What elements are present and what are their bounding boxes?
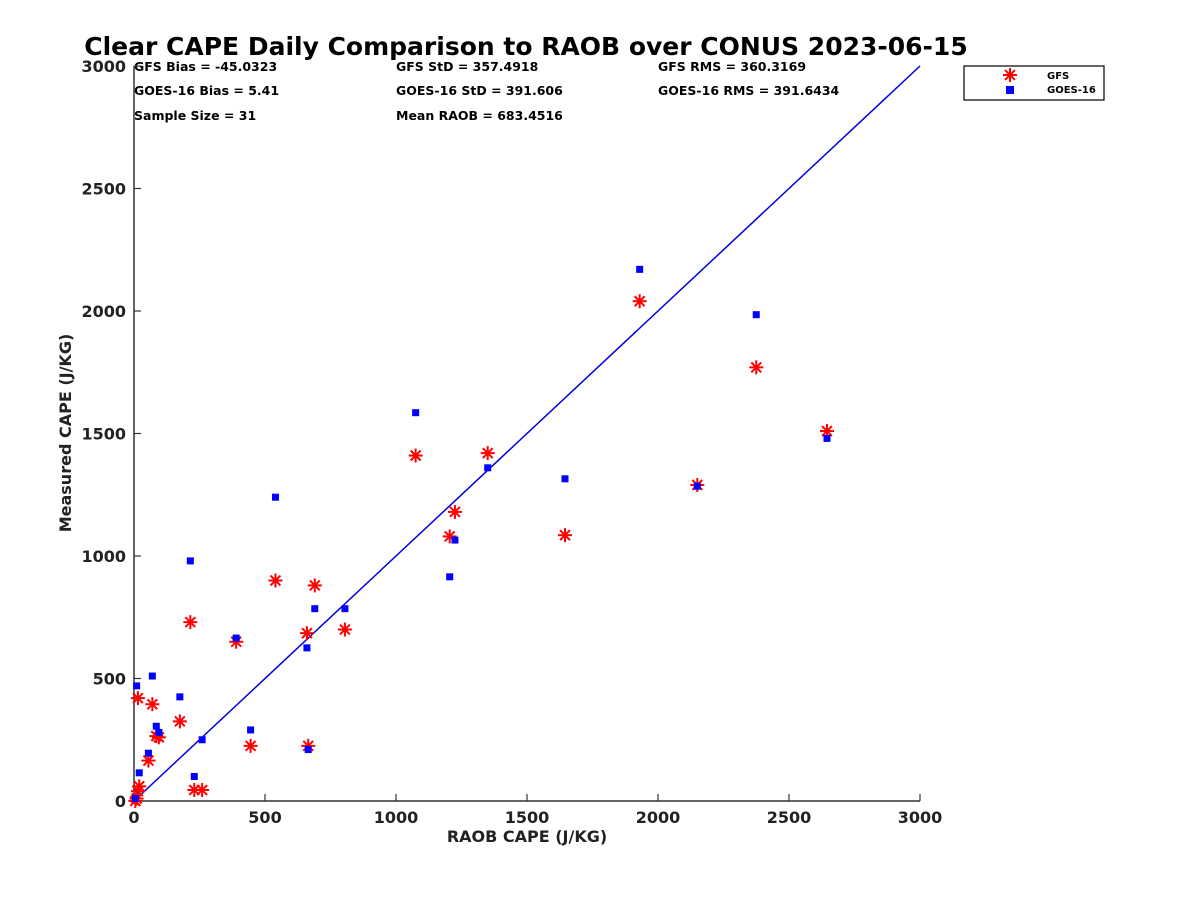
legend: GFS GOES-16 <box>963 65 1105 101</box>
gfs-series <box>128 294 834 808</box>
goes16-point <box>636 265 644 273</box>
gfs-point <box>749 360 764 375</box>
y-tick-label: 0 <box>115 792 126 811</box>
goes16-point <box>232 634 240 642</box>
gfs-point <box>480 446 495 461</box>
chart-title: Clear CAPE Daily Comparison to RAOB over… <box>84 32 967 61</box>
stat-gfs-rms: GFS RMS = 360.3169 <box>658 59 806 74</box>
x-tick-label: 3000 <box>898 808 943 827</box>
legend-gfs-marker-shape <box>1003 68 1017 82</box>
y-tick-label: 500 <box>93 670 126 689</box>
gfs-point <box>268 573 283 588</box>
stat-goes-bias: GOES-16 Bias = 5.41 <box>134 83 279 98</box>
x-tick-label: 0 <box>128 808 139 827</box>
y-axis-label: Measured CAPE (J/KG) <box>56 334 75 533</box>
stat-gfs-std: GFS StD = 357.4918 <box>396 59 538 74</box>
goes16-point <box>131 795 139 803</box>
x-tick-label: 2500 <box>767 808 812 827</box>
stats-block: GFS Bias = -45.0323 GOES-16 Bias = 5.41 … <box>134 59 840 123</box>
y-tick-label: 2500 <box>81 180 126 199</box>
x-tick-label: 500 <box>248 808 281 827</box>
goes16-point <box>446 573 454 581</box>
gfs-point <box>183 615 198 630</box>
gfs-point <box>307 578 322 593</box>
y-tick-label: 1500 <box>81 425 126 444</box>
goes16-point <box>133 682 141 690</box>
legend-gfs-label: GFS <box>1047 71 1069 82</box>
goes16-point <box>303 644 311 652</box>
goes16-point <box>198 736 206 744</box>
goes16-point <box>271 493 279 501</box>
goes16-point <box>148 672 156 680</box>
goes16-point <box>155 728 163 736</box>
goes16-point <box>484 464 492 472</box>
stat-goes-std: GOES-16 StD = 391.606 <box>396 83 563 98</box>
legend-goes16-marker-shape <box>1006 86 1014 94</box>
x-axis-ticks: 0 500 1000 1500 2000 2500 3000 <box>128 794 942 827</box>
x-tick-label: 1000 <box>374 808 419 827</box>
gfs-point <box>337 622 352 637</box>
one-to-one-reference-line <box>133 65 921 802</box>
goes16-point <box>152 722 160 730</box>
goes16-point <box>311 605 319 613</box>
goes16-point <box>304 746 312 754</box>
goes16-point <box>693 482 701 490</box>
y-tick-label: 2000 <box>81 302 126 321</box>
goes16-point <box>186 557 194 565</box>
goes16-point <box>247 726 255 734</box>
goes16-point <box>561 475 569 483</box>
legend-gfs-asterisk-icon <box>1003 68 1017 82</box>
goes16-point <box>135 769 143 777</box>
gfs-point <box>632 294 647 309</box>
stat-gfs-bias: GFS Bias = -45.0323 <box>134 59 277 74</box>
goes16-point <box>176 693 184 701</box>
gfs-point <box>447 504 462 519</box>
gfs-point <box>130 691 145 706</box>
goes16-series <box>131 265 831 803</box>
goes16-point <box>752 311 760 319</box>
stat-mean-raob: Mean RAOB = 683.4516 <box>396 108 563 123</box>
gfs-point <box>132 779 147 794</box>
x-tick-label: 1500 <box>505 808 550 827</box>
y-tick-label: 3000 <box>81 57 126 76</box>
gfs-point <box>243 738 258 753</box>
legend-goes16-square-icon <box>1006 86 1014 94</box>
stat-sample-size: Sample Size = 31 <box>134 108 256 123</box>
stat-goes-rms: GOES-16 RMS = 391.6434 <box>658 83 840 98</box>
gfs-point <box>299 626 314 641</box>
goes16-point <box>823 434 831 442</box>
legend-box <box>963 65 1105 101</box>
y-tick-label: 1000 <box>81 547 126 566</box>
goes16-point <box>451 536 459 544</box>
x-tick-label: 2000 <box>636 808 681 827</box>
gfs-point <box>408 448 423 463</box>
goes16-point <box>341 605 349 613</box>
x-axis-label: RAOB CAPE (J/KG) <box>447 827 607 846</box>
gfs-point <box>195 782 210 797</box>
legend-goes16-label: GOES-16 <box>1047 85 1096 96</box>
goes16-point <box>412 409 420 417</box>
y-axis-ticks: 0 500 1000 1500 2000 2500 3000 <box>81 57 141 811</box>
gfs-point <box>557 528 572 543</box>
gfs-point <box>172 714 187 729</box>
goes16-point <box>144 749 152 757</box>
goes16-point <box>190 773 198 780</box>
gfs-point <box>145 697 160 712</box>
